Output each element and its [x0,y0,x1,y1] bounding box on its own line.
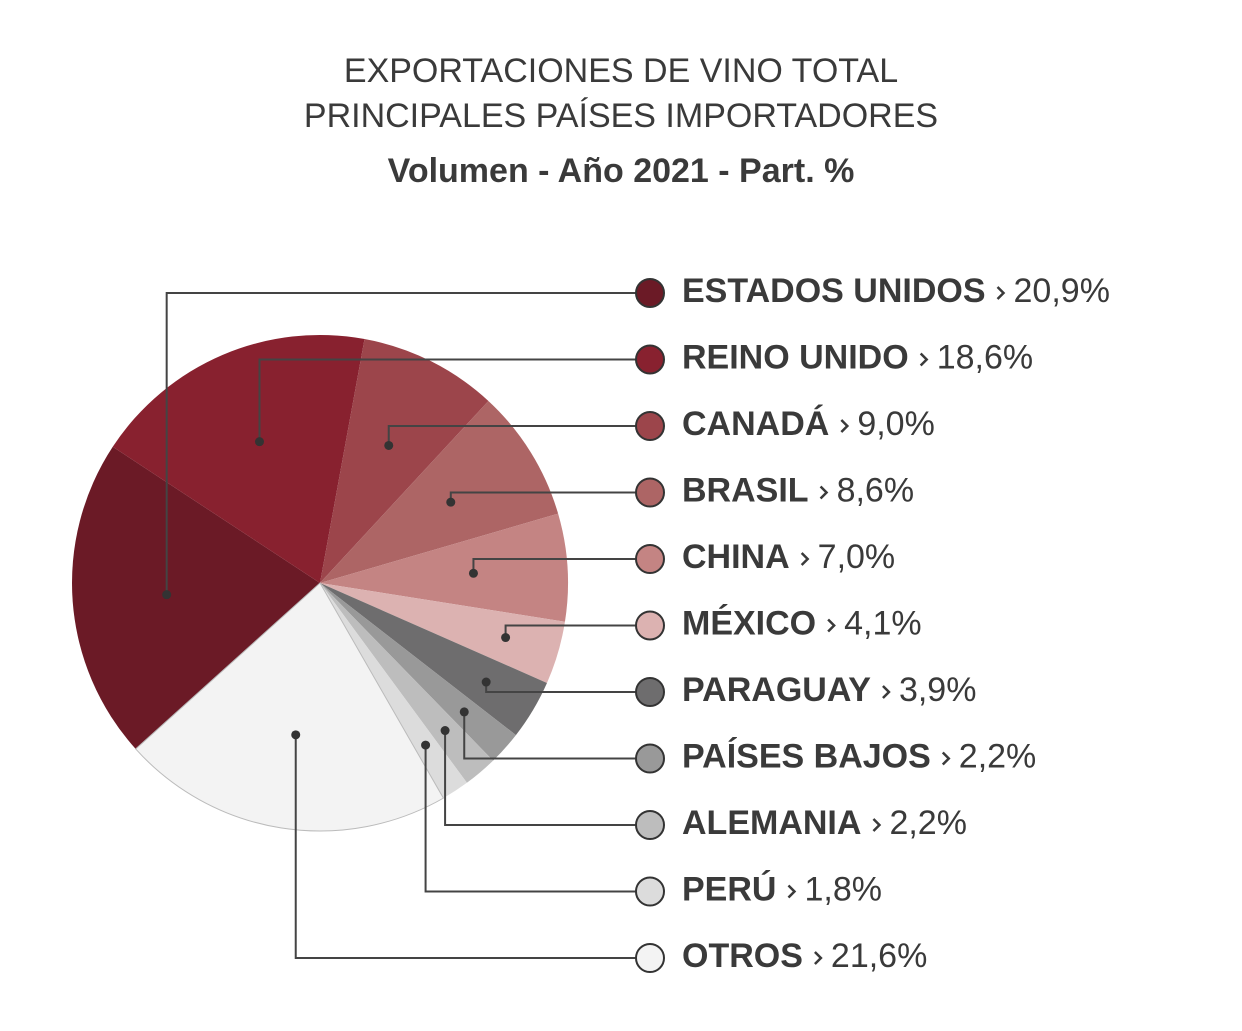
pie-slice [320,583,547,736]
pie-slice [71,446,320,749]
pie-slice [320,583,565,683]
legend-marker [635,344,665,375]
chart-title: EXPORTACIONES DE VINO TOTAL [344,52,898,90]
leader-dot [440,726,450,736]
leaders [162,292,650,959]
legend-marker [635,610,665,641]
leader-line [294,734,650,959]
legend-label: PAÍSES BAJOS [682,737,931,775]
value-label: 18,6% [937,338,1033,376]
pie-slice [320,583,516,761]
separator [787,884,797,899]
legend-label: BRASIL [682,471,809,509]
legend-label: CHINA [682,538,790,576]
legend-marker [635,677,665,707]
value-label: 9,0% [857,405,935,443]
legend-label: REINO UNIDO [682,338,909,376]
pie-slice [112,335,365,583]
separator [941,751,951,766]
legend-label: PARAGUAY [682,671,871,709]
legend-marker [635,278,665,308]
leader-dot [384,440,394,450]
chart-title: PRINCIPALES PAÍSES IMPORTADORES [304,97,938,135]
value-label: 7,0% [818,538,896,576]
leader-dot [481,677,491,687]
legend-marker [635,943,665,973]
leader-line [444,730,650,826]
value-label: 8,6% [837,471,915,509]
legend-marker [635,810,665,840]
leader-dot [291,730,301,740]
value-label: 3,9% [899,671,977,709]
legend-marker [635,876,665,907]
leader-dot [446,497,456,507]
leader-dot [468,568,478,578]
legend-label: MÉXICO [682,604,816,642]
pie-slice [134,582,445,832]
legend-label: CANADÁ [682,405,829,443]
separator [919,352,929,367]
legend-marker [635,477,665,508]
separator [996,286,1006,300]
pie-slice [320,400,559,583]
legend-label: OTROS [682,937,803,975]
pie-slice [320,513,568,622]
separator [814,951,823,965]
leader-dot [501,633,511,643]
legend-label: ALEMANIA [682,804,861,842]
value-label: 2,2% [889,804,967,842]
value-label: 4,1% [844,604,922,642]
leader-line [424,745,650,893]
value-label: 20,9% [1014,272,1110,310]
separator [827,618,836,633]
legend-marker [635,544,665,574]
pie [71,335,568,832]
chart-subtitle: Volumen - Año 2021 - Part. % [388,152,855,190]
pie-slice [320,583,467,799]
separator [840,419,850,433]
legend-label: ESTADOS UNIDOS [682,272,986,310]
leader-dot [162,590,172,600]
separator [800,552,810,566]
leader-line [463,711,650,760]
legend-marker [635,411,665,441]
leader-dot [459,707,469,717]
separator [882,685,891,699]
leader-line [165,292,650,595]
leader-line [387,425,650,446]
leader-line [472,558,650,574]
separator [819,485,829,500]
pie-slice [320,339,489,583]
pie-slice [320,583,494,783]
leader-dot [254,437,264,447]
leader-dot [421,740,431,750]
legend: ESTADOS UNIDOS 20,9% REINO UNIDO 18,6% CANAD… [635,272,1110,975]
leader-line [258,358,650,442]
separator [872,818,882,832]
value-label: 1,8% [804,870,882,908]
value-label: 2,2% [959,737,1037,775]
value-label: 21,6% [831,937,927,975]
legend-marker [635,743,665,774]
legend-label: PERÚ [682,870,776,908]
